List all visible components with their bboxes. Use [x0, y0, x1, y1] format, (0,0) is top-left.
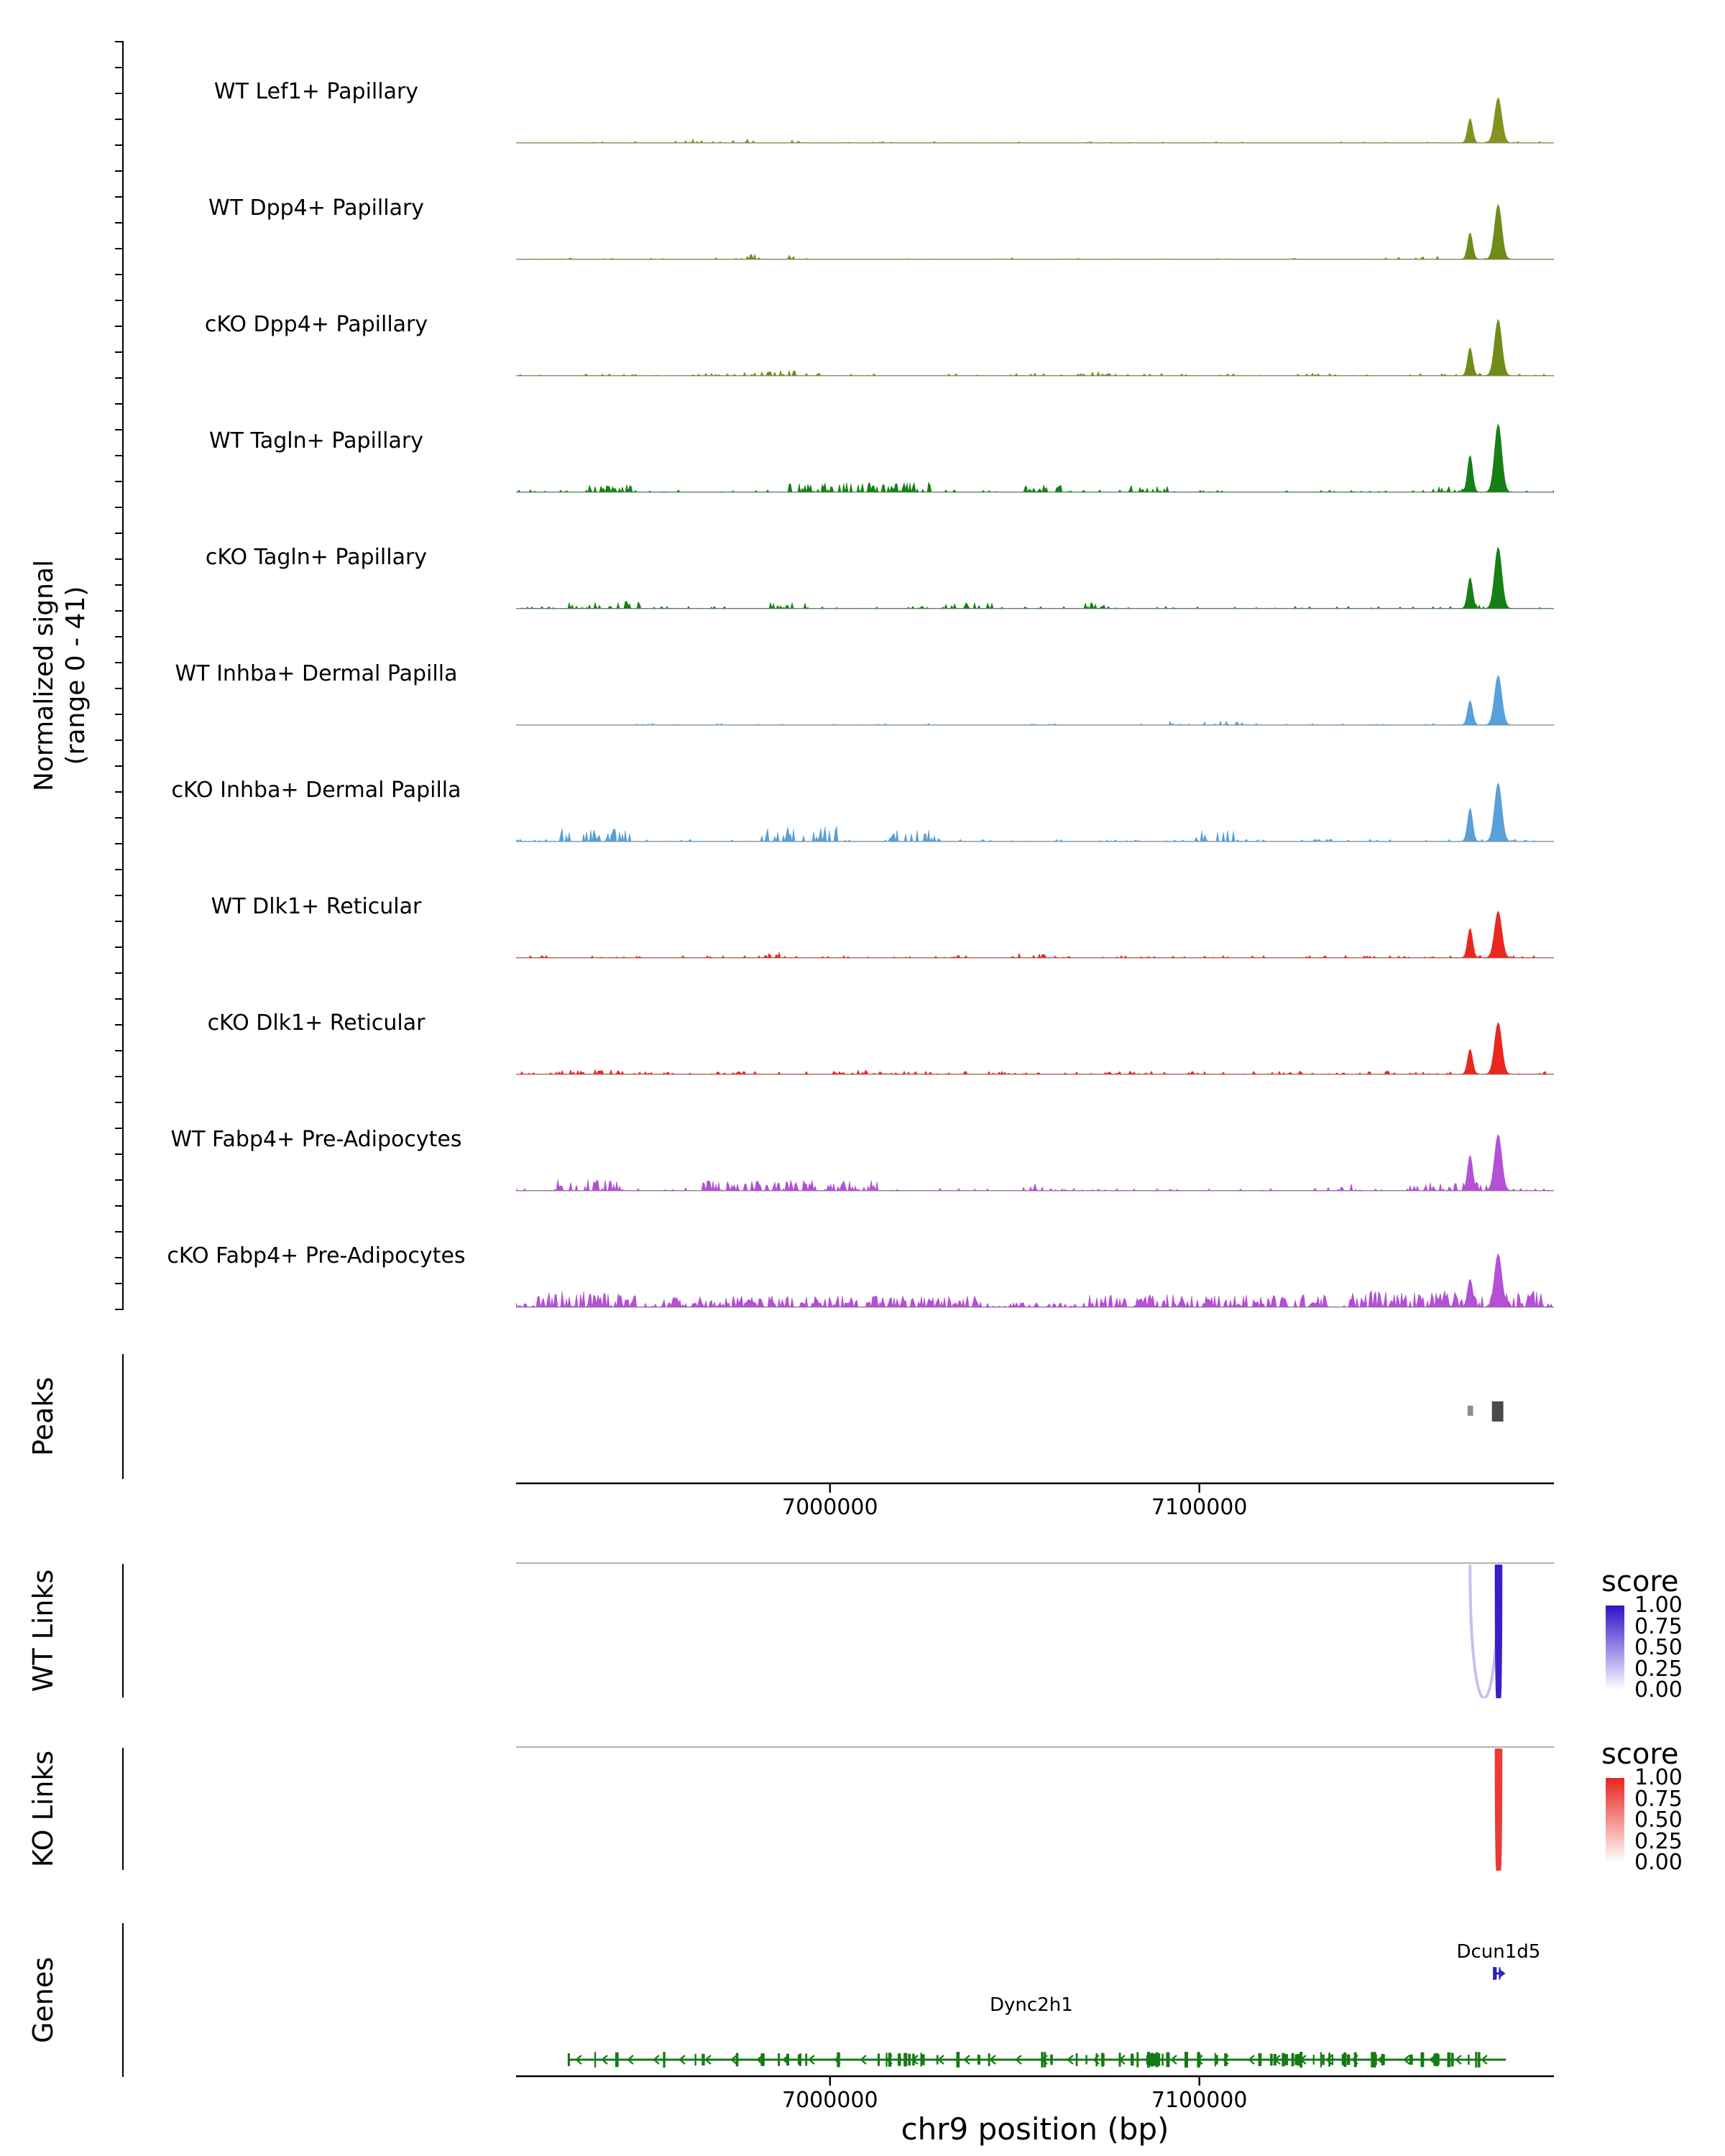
signal-area: [516, 1021, 1554, 1075]
legend-tick-label: 1.00: [1634, 1765, 1683, 1790]
legend-tick-label: 0.75: [1634, 1786, 1683, 1812]
legend-tick-label: 0.75: [1634, 1613, 1683, 1639]
x-axis-tick-label: 7000000: [782, 1495, 878, 1520]
signal-area: [516, 203, 1554, 260]
gene-dync2h1: Dync2h1: [567, 1994, 1506, 2068]
x-axis-tick-label: 7000000: [782, 2088, 878, 2113]
signal-area: [516, 1253, 1554, 1308]
coverage-track-row-9: cKO Dlk1+ Reticular: [0, 959, 1725, 1075]
peaks-section-label: Peaks: [27, 1376, 59, 1457]
signal-area: [516, 318, 1554, 377]
signal-area: [516, 674, 1554, 726]
legend-tick-label: 0.25: [1634, 1656, 1683, 1682]
peaks-bracket-line: [122, 1354, 124, 1479]
wt-links-panel-line: [516, 1562, 1554, 1564]
wt-links-bracket-line: [122, 1564, 124, 1697]
legend-tick-label: 0.50: [1634, 1635, 1683, 1660]
x-axis-tick-label: 7100000: [1151, 1495, 1248, 1520]
link-arc: [1468, 1565, 1500, 1698]
coverage-track-signal: [516, 911, 1554, 959]
wt-score-legend: score 1.00 0.75 0.50 0.25 0.00: [1601, 1565, 1725, 1716]
ko-links-track: [1494, 1749, 1503, 1871]
coverage-track-label: WT Tagln+ Papillary: [209, 428, 423, 453]
coverage-track-signal: [516, 782, 1554, 842]
signal-area: [516, 782, 1554, 842]
ko-legend-title: score: [1601, 1738, 1679, 1771]
genome-x-axis: 7000000 7100000: [516, 2075, 1554, 2113]
coverage-track-label: WT Dpp4+ Papillary: [208, 195, 425, 221]
ko-links-section-label: KO Links: [27, 1750, 59, 1868]
coverage-track-label: WT Dlk1+ Reticular: [211, 894, 422, 919]
legend-tick-label: 1.00: [1634, 1593, 1683, 1618]
ko-links-panel-line: [516, 1746, 1554, 1748]
link-arc: [1494, 1749, 1503, 1871]
coverage-track-label: cKO Dlk1+ Reticular: [207, 1010, 426, 1036]
x-axis-title: chr9 position (bp): [901, 2111, 1169, 2147]
genes-section-label: Genes: [27, 1956, 59, 2044]
wt-legend-title: score: [1601, 1565, 1679, 1598]
coverage-track-row-7: cKO Inhba+ Dermal Papilla: [0, 726, 1725, 842]
coverage-track-label: WT Fabp4+ Pre-Adipocytes: [170, 1127, 462, 1152]
coverage-track-signal: [516, 1253, 1554, 1308]
genes-track: Dync2h1 Dcun1d5: [567, 1941, 1540, 2068]
coverage-track-signal: [516, 318, 1554, 377]
wt-legend-gradient-bar: [1606, 1606, 1624, 1690]
coverage-track-label: cKO Tagln+ Papillary: [205, 545, 428, 570]
signal-axis-line: [122, 41, 124, 1310]
wt-links-section-label: WT Links: [27, 1569, 59, 1692]
peak-region: [1467, 1406, 1473, 1416]
coverage-track-label: WT Inhba+ Dermal Papilla: [175, 661, 458, 686]
ko-links-bracket-line: [122, 1748, 124, 1870]
coverage-track-label: WT Lef1+ Papillary: [213, 79, 419, 104]
coverage-track-row-8: WT Dlk1+ Reticular: [0, 842, 1725, 959]
coverage-track-row-5: cKO Tagln+ Papillary: [0, 493, 1725, 609]
gene-name-label: Dync2h1: [990, 1994, 1073, 2016]
coverage-track-row-2: WT Dpp4+ Papillary: [0, 144, 1725, 260]
coverage-track-row-4: WT Tagln+ Papillary: [0, 377, 1725, 493]
legend-tick-label: 0.25: [1634, 1828, 1683, 1854]
coverage-track-signal: [516, 1021, 1554, 1075]
coverage-track-label: cKO Dpp4+ Papillary: [204, 312, 428, 337]
coverage-track-signal: [516, 203, 1554, 260]
peaks-track: [1467, 1401, 1504, 1422]
signal-area: [516, 911, 1554, 959]
coverage-track-row-10: WT Fabp4+ Pre-Adipocytes: [0, 1075, 1725, 1192]
coverage-track-row-1: WT Lef1+ Papillary: [0, 27, 1725, 144]
signal-area: [516, 1133, 1554, 1192]
link-arc: [1494, 1565, 1503, 1698]
coverage-track-signal: [516, 423, 1554, 493]
peaks-x-axis: 7000000 7100000: [516, 1482, 1554, 1520]
coverage-track-signal: [516, 546, 1554, 609]
coverage-track-label: cKO Fabp4+ Pre-Adipocytes: [167, 1243, 466, 1268]
legend-tick-label: 0.00: [1634, 1677, 1683, 1703]
coverage-track-label: cKO Inhba+ Dermal Papilla: [171, 778, 461, 803]
gene-name-label: Dcun1d5: [1456, 1941, 1540, 1963]
ko-legend-gradient-bar: [1606, 1778, 1624, 1863]
gene-dcun1d5: Dcun1d5: [1456, 1941, 1540, 1980]
ko-score-legend: score 1.00 0.75 0.50 0.25 0.00: [1601, 1738, 1725, 1889]
coverage-track-signal: [516, 1133, 1554, 1192]
legend-tick-label: 0.50: [1634, 1807, 1683, 1833]
legend-tick-label: 0.00: [1634, 1850, 1683, 1875]
coverage-track-signal: [516, 97, 1554, 144]
x-axis-tick-label: 7100000: [1151, 2088, 1248, 2113]
coverage-track-row-6: WT Inhba+ Dermal Papilla: [0, 609, 1725, 726]
peak-region: [1491, 1401, 1504, 1422]
coverage-track-row-11: cKO Fabp4+ Pre-Adipocytes: [0, 1192, 1725, 1308]
signal-axis-ticks: [115, 41, 122, 1310]
signal-area: [516, 546, 1554, 609]
signal-area: [516, 97, 1554, 143]
coverage-track-signal: [516, 674, 1554, 726]
wt-links-track: [1468, 1565, 1503, 1698]
coverage-track-row-3: cKO Dpp4+ Papillary: [0, 260, 1725, 377]
genes-bracket-line: [122, 1923, 124, 2077]
signal-area: [516, 423, 1554, 493]
